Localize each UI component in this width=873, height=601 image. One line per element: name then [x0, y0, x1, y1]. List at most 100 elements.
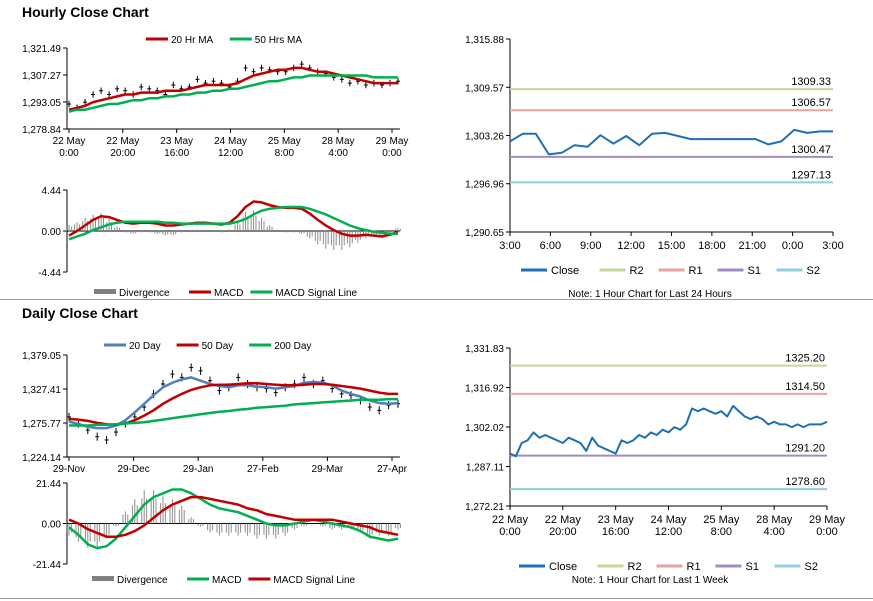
hourly-macd-legend-swatch [94, 289, 116, 294]
daily-price-x-tick-label: 27-Feb [247, 464, 279, 475]
daily-price-y-tick-label: 1,224.14 [22, 453, 61, 464]
daily-price-20-day-line [68, 376, 399, 430]
hourly-detail-level-label-r2: 1309.33 [791, 76, 831, 88]
daily-chart-title: Daily Close Chart [22, 305, 138, 321]
hourly-detail-x-tick-label: 6:00 [540, 240, 561, 252]
bottom-divider [0, 598, 873, 599]
section-divider [0, 299, 873, 300]
daily-price-200-day-line [69, 397, 398, 427]
daily-detail-x-tick-label: 22 May 0:00 [492, 514, 529, 538]
hourly-detail-y-tick-label: 1,303.26 [465, 132, 504, 143]
daily-price-legend-label: 200 Day [274, 341, 311, 352]
hourly-price-x-tick-label: 24 May 12:00 [214, 136, 247, 159]
daily-macd-y-tick-label: -21.44 [33, 560, 62, 571]
hourly-price-x-tick-label: 23 May 16:00 [160, 136, 193, 159]
daily-detail-note: Note: 1 Hour Chart for Last 1 Week [572, 575, 730, 586]
hourly-macd-macd-signal-line-line [68, 205, 398, 241]
daily-detail-x-tick-label: 29 May 0:00 [809, 514, 846, 538]
daily-detail-y-tick-label: 1,316.92 [465, 384, 504, 395]
hourly-macd-legend-label: MACD Signal Line [275, 288, 357, 299]
hourly-detail-x-tick-label: 0:00 [782, 240, 803, 252]
hourly-macd-legend-label: MACD [214, 288, 243, 299]
daily-macd-y-tick-label: 0.00 [42, 520, 62, 531]
daily-detail-legend-label: R1 [687, 561, 701, 573]
hourly-macd-y-tick-label: -4.44 [38, 268, 61, 279]
daily-detail-legend-label: R2 [628, 561, 642, 573]
daily-price-x-tick-label: 27-Apr [377, 464, 408, 475]
daily-price-50-day-line [68, 382, 398, 427]
daily-macd-legend-label: Divergence [117, 575, 168, 586]
hourly-price-x-tick-label: 22 May 0:00 [53, 136, 86, 159]
daily-detail-y-tick-label: 1,302.02 [465, 423, 504, 434]
daily-detail-x-tick-label: 23 May 16:00 [598, 514, 635, 538]
hourly-detail-x-tick-label: 18:00 [698, 240, 726, 252]
daily-price-y-tick-label: 1,275.77 [22, 419, 61, 430]
daily-detail-legend-label: Close [549, 561, 577, 573]
hourly-detail-level-label-r1: 1306.57 [791, 97, 831, 109]
hourly-detail-legend-label: S2 [807, 265, 820, 277]
hourly-detail-x-tick-label: 15:00 [658, 240, 686, 252]
hourly-detail-legend-label: S1 [748, 265, 761, 277]
hourly-detail-y-tick-label: 1,315.88 [465, 35, 504, 46]
hourly-macd-y-tick-label: 0.00 [42, 227, 62, 238]
daily-detail-x-tick-label: 24 May 12:00 [650, 514, 687, 538]
daily-detail-y-tick-label: 1,287.11 [466, 463, 505, 474]
hourly-detail-x-tick-label: 3:00 [499, 240, 520, 252]
hourly-price-y-tick-label: 1,278.84 [22, 125, 61, 136]
hourly-detail-level-label-s2: 1297.13 [791, 169, 831, 181]
daily-detail-legend-label: S1 [746, 561, 759, 573]
daily-macd-macd-line [68, 488, 399, 550]
hourly-price-50-hrs-ma-line [68, 74, 398, 113]
daily-detail-close-line [509, 404, 828, 458]
hourly-price-legend-label: 50 Hrs MA [255, 35, 303, 46]
daily-macd-legend-label: MACD Signal Line [273, 575, 355, 586]
daily-detail-x-tick-label: 22 May 20:00 [545, 514, 582, 538]
hourly-macd-y-tick-label: 4.44 [42, 186, 62, 197]
hourly-detail-x-tick-label: 9:00 [580, 240, 601, 252]
daily-detail-x-tick-label: 25 May 8:00 [703, 514, 740, 538]
daily-detail-legend-label: S2 [805, 561, 818, 573]
daily-detail-y-tick-label: 1,331.83 [465, 344, 504, 355]
hourly-detail-x-tick-label: 3:00 [822, 240, 843, 252]
daily-price-y-tick-label: 1,327.41 [22, 385, 61, 396]
daily-detail-level-label-r2: 1325.20 [785, 353, 825, 365]
hourly-price-x-tick-label: 28 May 4:00 [322, 136, 355, 159]
hourly-detail-level-label-s1: 1300.47 [791, 144, 831, 156]
daily-macd-y-tick-label: 21.44 [36, 479, 61, 490]
daily-macd-legend-label: MACD [212, 575, 241, 586]
hourly-detail-y-tick-label: 1,290.65 [465, 228, 504, 239]
hourly-chart-title: Hourly Close Chart [22, 4, 149, 20]
hourly-price-y-tick-label: 1,307.27 [22, 71, 61, 82]
daily-price-x-tick-label: 29-Dec [117, 464, 149, 475]
hourly-price-x-tick-label: 29 May 0:00 [376, 136, 409, 159]
hourly-detail-y-tick-label: 1,296.96 [465, 180, 504, 191]
hourly-price-x-tick-label: 25 May 8:00 [268, 136, 301, 159]
hourly-detail-legend-label: Close [551, 265, 579, 277]
daily-detail-y-tick-label: 1,272.21 [465, 502, 504, 513]
daily-price-y-tick-label: 1,379.05 [22, 351, 61, 362]
daily-price-legend-label: 50 Day [202, 341, 234, 352]
hourly-detail-legend-label: R1 [689, 265, 703, 277]
daily-price-x-tick-label: 29-Mar [312, 464, 344, 475]
hourly-detail-legend-label: R2 [630, 265, 644, 277]
daily-detail-level-label-s2: 1278.60 [785, 476, 825, 488]
hourly-macd-legend-label: Divergence [119, 288, 170, 299]
daily-price-x-tick-label: 29-Nov [53, 464, 85, 475]
daily-detail-x-tick-label: 28 May 4:00 [756, 514, 793, 538]
hourly-detail-close-line [509, 128, 833, 156]
hourly-price-legend-label: 20 Hr MA [171, 35, 214, 46]
daily-price-legend-label: 20 Day [129, 341, 161, 352]
hourly-detail-y-tick-label: 1,309.57 [465, 83, 504, 94]
hourly-price-y-tick-label: 1,293.05 [22, 98, 61, 109]
daily-macd-macd-signal-line-line [68, 495, 399, 538]
daily-detail-level-label-s1: 1291.20 [785, 443, 825, 455]
daily-price-x-tick-label: 29-Jan [183, 464, 214, 475]
hourly-detail-note: Note: 1 Hour Chart for Last 24 Hours [568, 289, 731, 300]
hourly-detail-x-tick-label: 21:00 [738, 240, 766, 252]
daily-macd-legend-swatch [92, 576, 114, 581]
hourly-price-x-tick-label: 22 May 20:00 [106, 136, 139, 159]
daily-detail-level-label-r1: 1314.50 [785, 381, 825, 393]
hourly-price-y-tick-label: 1,321.49 [22, 44, 61, 55]
hourly-detail-x-tick-label: 12:00 [617, 240, 645, 252]
